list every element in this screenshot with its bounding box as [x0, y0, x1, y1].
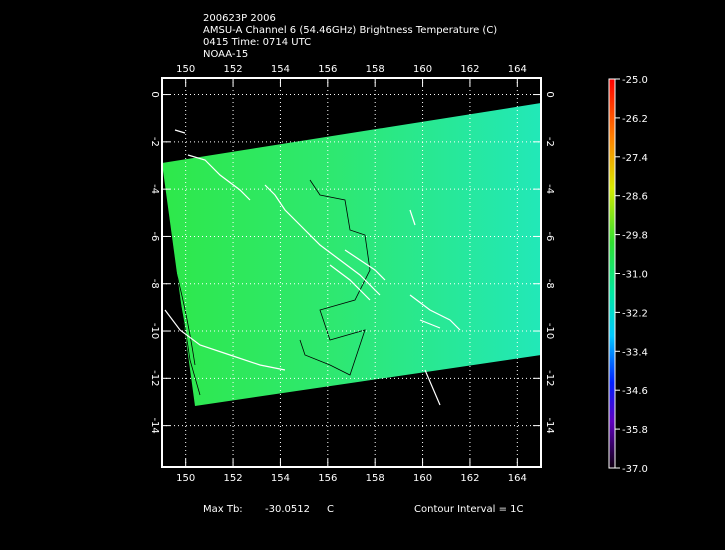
x-tick-label: 156: [318, 473, 337, 484]
y-tick-label: -12: [149, 370, 160, 386]
colorbar-label: -34.6: [622, 386, 648, 397]
y-tick-label: -4: [149, 184, 160, 194]
y-tick-label: -14: [149, 417, 160, 433]
x-tick-label: 164: [508, 473, 527, 484]
colorbar-label: -37.0: [622, 464, 648, 475]
axes: [161, 77, 542, 468]
x-tick-label: 156: [318, 64, 337, 75]
y-tick-label: -8: [149, 279, 160, 289]
header-line: AMSU-A Channel 6 (54.46GHz) Brightness T…: [203, 25, 497, 36]
y-tick-label: -6: [544, 231, 555, 241]
header-line: 0415 Time: 0714 UTC: [203, 37, 311, 48]
x-tick-label: 150: [176, 64, 195, 75]
colorbar-label: -27.4: [622, 153, 648, 164]
plot-frame: [161, 77, 542, 468]
footer: Max Tb: -30.0512 C Contour Interval = 1C: [203, 504, 524, 515]
y-tick-label: -2: [544, 137, 555, 147]
x-tick-label: 162: [460, 473, 479, 484]
x-tick-label: 158: [366, 473, 385, 484]
header-line: NOAA-15: [203, 49, 248, 60]
x-tick-label: 152: [224, 64, 243, 75]
x-tick-label: 164: [508, 64, 527, 75]
max-unit: C: [327, 504, 334, 515]
colorbar-label: -35.8: [622, 425, 648, 436]
y-tick-label: -4: [544, 184, 555, 194]
colorbar-label: -32.2: [622, 308, 648, 319]
contours: [164, 179, 371, 396]
x-tick-label: 160: [413, 64, 432, 75]
y-tick-label: -8: [544, 279, 555, 289]
x-tick-label: 152: [224, 473, 243, 484]
y-tick-label: -14: [544, 417, 555, 433]
colorbar-label: -26.2: [622, 114, 648, 125]
colorbar-label: -28.6: [622, 192, 648, 203]
y-tick-label: -12: [544, 370, 555, 386]
y-tick-label: -6: [149, 231, 160, 241]
colorbar-label: -25.0: [622, 75, 648, 86]
colorbar: [608, 78, 616, 469]
x-tick-label: 150: [176, 473, 195, 484]
x-tick-label: 162: [460, 64, 479, 75]
max-label: Max Tb:: [203, 504, 243, 515]
max-value: -30.0512: [265, 504, 310, 515]
header-line: 200623P 2006: [203, 13, 276, 24]
y-tick-label: 0: [544, 91, 555, 97]
y-tick-label: 0: [149, 91, 160, 97]
colorbar-label: -31.0: [622, 270, 648, 281]
x-tick-label: 158: [366, 64, 385, 75]
header: 200623P 2006 AMSU-A Channel 6 (54.46GHz)…: [203, 13, 497, 60]
colorbar-label: -33.4: [622, 347, 648, 358]
y-tick-label: -10: [544, 323, 555, 339]
colorbar-label: -29.8: [622, 231, 648, 242]
y-tick-label: -10: [149, 323, 160, 339]
contour-interval: Contour Interval = 1C: [414, 504, 524, 515]
coastlines: [164, 129, 461, 406]
x-tick-label: 154: [271, 64, 290, 75]
x-tick-label: 154: [271, 473, 290, 484]
x-tick-label: 160: [413, 473, 432, 484]
y-tick-label: -2: [149, 137, 160, 147]
